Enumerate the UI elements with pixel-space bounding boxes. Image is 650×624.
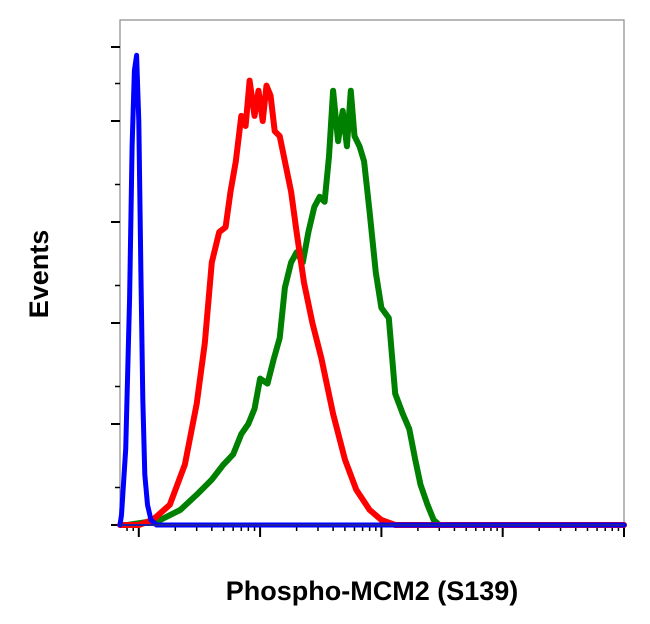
plot-frame	[119, 19, 625, 526]
series-line-blue	[117, 52, 627, 528]
y-axis-ticks	[111, 46, 120, 526]
y-axis-title: Events	[24, 230, 54, 319]
series-layer	[117, 52, 627, 528]
series-line-red	[117, 77, 627, 528]
x-axis-title: Phospho-MCM2 (S139)	[226, 576, 519, 606]
series-line-green	[124, 87, 627, 528]
